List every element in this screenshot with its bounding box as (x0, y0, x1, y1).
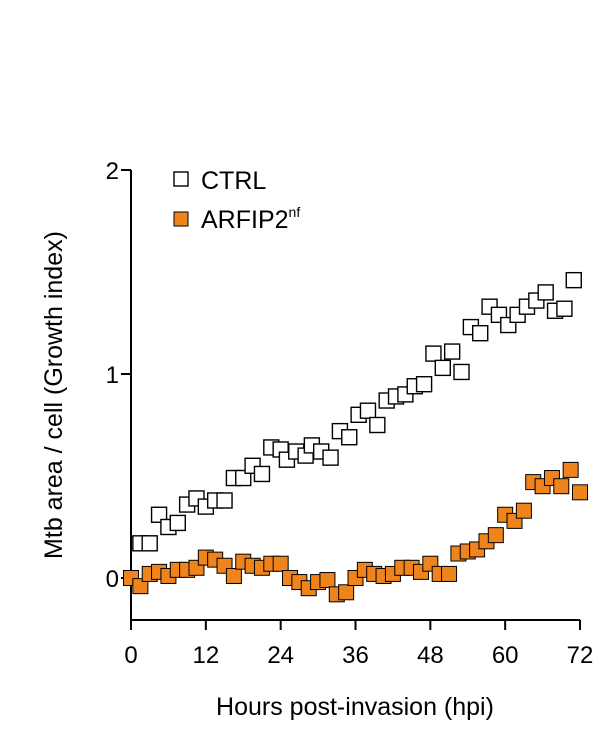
data-point (338, 584, 355, 601)
x-tick-label: 12 (192, 642, 219, 669)
series-ctrl (132, 271, 582, 552)
data-point (443, 343, 461, 360)
y-axis-title: Mtb area / cell (Growth index) (40, 231, 68, 559)
data-point (434, 359, 452, 377)
data-point (341, 429, 358, 446)
data-point (441, 565, 458, 582)
legend: CTRL ARFIP2nf (173, 167, 300, 234)
data-point (415, 376, 433, 393)
data-point (150, 506, 168, 523)
legend-marker-arfip2 (173, 211, 189, 227)
data-point (319, 572, 336, 589)
data-point (216, 492, 233, 509)
data-point (235, 469, 252, 487)
x-tick-label: 72 (567, 642, 594, 669)
data-point (253, 465, 271, 483)
y-tick-label: 2 (106, 158, 119, 185)
x-tick-label: 0 (124, 642, 137, 669)
data-point (359, 402, 377, 419)
data-point (562, 461, 579, 478)
data-point (141, 535, 158, 552)
data-point (572, 484, 588, 501)
data-point (487, 527, 504, 544)
x-axis-title: Hours post-invasion (hpi) (216, 693, 494, 721)
x-tick-label: 48 (417, 642, 444, 669)
legend-label-ctrl: CTRL (201, 167, 266, 195)
x-tick-label: 60 (492, 642, 519, 669)
data-point (565, 271, 582, 289)
legend-marker-ctrl (173, 171, 189, 187)
legend-label-arfip2: ARFIP2nf (201, 204, 300, 234)
data-point (369, 416, 386, 434)
x-tick-label: 24 (267, 642, 294, 669)
data-point (537, 284, 554, 301)
data-point (272, 555, 289, 572)
data-point (472, 325, 489, 342)
data-point (553, 478, 570, 495)
series-arfip2 (123, 461, 588, 603)
y-tick-label: 0 (106, 566, 119, 593)
y-tick-label: 1 (106, 362, 119, 389)
data-point (322, 449, 339, 466)
x-tick-label: 36 (342, 642, 369, 669)
data-point (453, 363, 470, 381)
data-point (425, 345, 442, 362)
data-point (169, 514, 186, 532)
data-point (515, 502, 532, 519)
data-point (556, 300, 573, 317)
data-marks (123, 271, 588, 603)
data-point (132, 578, 149, 595)
data-point (225, 567, 242, 584)
